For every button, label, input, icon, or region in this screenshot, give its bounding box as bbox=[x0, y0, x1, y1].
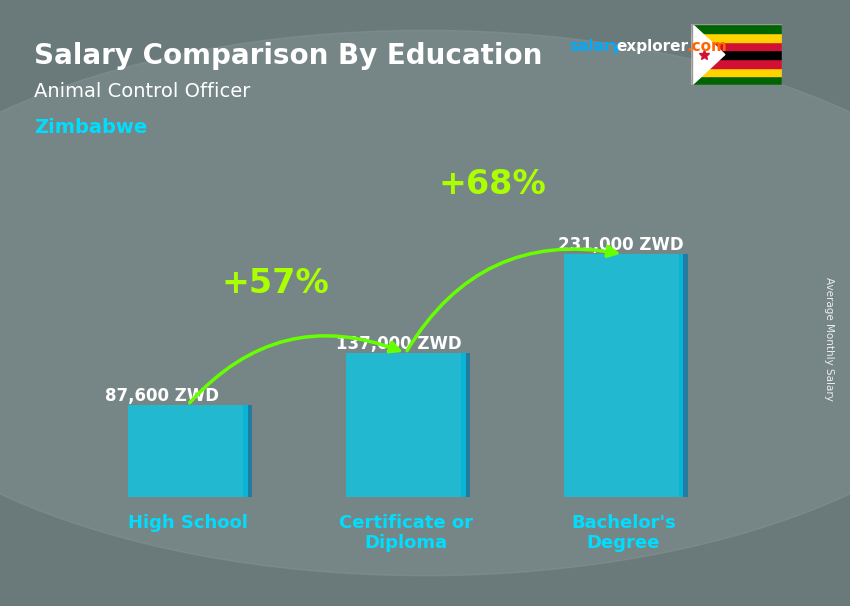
Text: +57%: +57% bbox=[221, 267, 329, 300]
Text: .com: .com bbox=[687, 39, 728, 55]
Bar bbox=[692, 67, 782, 76]
Bar bbox=[692, 24, 782, 85]
Polygon shape bbox=[692, 24, 725, 85]
Text: Average Monthly Salary: Average Monthly Salary bbox=[824, 278, 834, 401]
Text: 137,000 ZWD: 137,000 ZWD bbox=[336, 335, 462, 353]
Bar bbox=[564, 255, 683, 497]
Bar bbox=[128, 405, 247, 497]
Text: salary: salary bbox=[570, 39, 622, 55]
Ellipse shape bbox=[0, 30, 850, 576]
Text: +68%: +68% bbox=[439, 168, 547, 201]
Text: Salary Comparison By Education: Salary Comparison By Education bbox=[34, 42, 542, 70]
Bar bbox=[462, 353, 470, 497]
Text: 231,000 ZWD: 231,000 ZWD bbox=[558, 236, 683, 255]
Text: Zimbabwe: Zimbabwe bbox=[34, 118, 147, 137]
Bar bbox=[692, 42, 782, 50]
Bar bbox=[692, 59, 782, 67]
Bar bbox=[692, 76, 782, 85]
Bar bbox=[679, 255, 688, 497]
Bar bbox=[243, 405, 252, 497]
Bar bbox=[692, 24, 782, 33]
Text: 87,600 ZWD: 87,600 ZWD bbox=[105, 387, 219, 405]
Text: explorer: explorer bbox=[616, 39, 689, 55]
Text: Animal Control Officer: Animal Control Officer bbox=[34, 82, 251, 101]
Bar bbox=[692, 33, 782, 42]
Bar bbox=[692, 50, 782, 59]
Bar bbox=[346, 353, 466, 497]
